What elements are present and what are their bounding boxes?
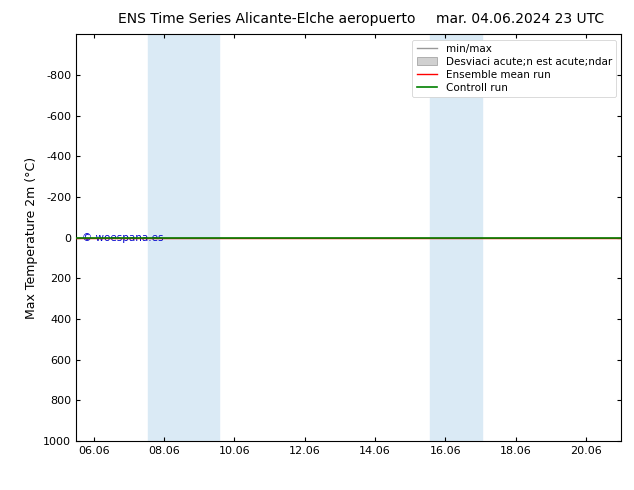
Text: © woespana.es: © woespana.es	[82, 233, 163, 243]
Y-axis label: Max Temperature 2m (°C): Max Temperature 2m (°C)	[25, 157, 37, 318]
Bar	[165, 34, 219, 441]
Text: ENS Time Series Alicante-Elche aeropuerto: ENS Time Series Alicante-Elche aeropuert…	[117, 12, 415, 26]
Legend: min/max, Desviaci acute;n est acute;ndar, Ensemble mean run, Controll run: min/max, Desviaci acute;n est acute;ndar…	[412, 40, 616, 97]
Bar	[430, 34, 447, 441]
Bar	[447, 34, 482, 441]
Text: mar. 04.06.2024 23 UTC: mar. 04.06.2024 23 UTC	[436, 12, 604, 26]
Bar	[148, 34, 165, 441]
